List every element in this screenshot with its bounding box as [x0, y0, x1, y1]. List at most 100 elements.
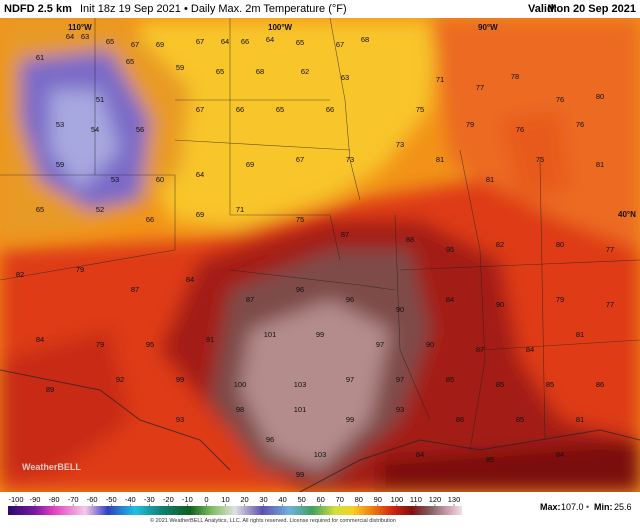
temperature-label: 88	[406, 235, 414, 244]
temperature-label: 67	[131, 40, 139, 49]
lat-label: 40°N	[618, 210, 636, 219]
temperature-label: 90	[396, 305, 404, 314]
lon-label: 110°W	[68, 23, 92, 32]
state-line	[539, 159, 546, 441]
temperature-label: 86	[456, 415, 464, 424]
valid-date: Mon 20 Sep 2021	[547, 3, 636, 15]
lon-label: 100°W	[268, 23, 293, 32]
temperature-label: 65	[276, 105, 284, 114]
stats: Max: 107.0 • Min: 25.6	[540, 502, 632, 512]
temperature-label: 85	[486, 455, 494, 464]
temperature-label: 84	[526, 345, 534, 354]
temperature-label: 71	[436, 75, 444, 84]
temperature-label: 75	[416, 105, 424, 114]
temperature-label: 67	[196, 105, 204, 114]
map: 110°W 100°W 90°W 40°N WeatherBELL 64 63 65…	[0, 18, 640, 492]
max-label: Max:	[540, 502, 561, 512]
colorbar-tick-label: 130	[448, 495, 461, 504]
title: NDFD 2.5 km	[4, 3, 72, 15]
temperature-label: 79	[556, 295, 564, 304]
temperature-label: 90	[426, 340, 434, 349]
temperature-label: 63	[81, 32, 89, 41]
header-bg	[0, 0, 640, 18]
temperature-label: 98	[236, 405, 244, 414]
temperature-label: 56	[136, 125, 144, 134]
temperature-label: 96	[346, 295, 354, 304]
temperature-label: 82	[16, 270, 24, 279]
separator: •	[586, 502, 589, 512]
temperature-label: 77	[606, 300, 614, 309]
colorbar-tick-label: 10	[221, 495, 229, 504]
min-value: 25.6	[614, 502, 632, 512]
colorbar-tick-label: 70	[336, 495, 344, 504]
temperature-label: 80	[596, 92, 604, 101]
temperature-label: 85	[496, 380, 504, 389]
temperature-label: 84	[36, 335, 44, 344]
temperature-label: 101	[294, 405, 307, 414]
temperature-label: 95	[446, 245, 454, 254]
temperature-label: 89	[46, 385, 54, 394]
temperature-label: 97	[396, 375, 404, 384]
temperature-label: 80	[556, 240, 564, 249]
temperature-label: 77	[606, 245, 614, 254]
temperature-label: 69	[246, 160, 254, 169]
lon-label: 90°W	[478, 23, 498, 32]
temperature-label: 82	[496, 240, 504, 249]
temperature-label: 103	[294, 380, 307, 389]
temperature-label: 54	[91, 125, 99, 134]
temperature-label: 69	[196, 210, 204, 219]
temperature-label: 103	[314, 450, 327, 459]
temperature-label: 51	[96, 95, 104, 104]
temperature-label: 84	[186, 275, 194, 284]
colorbar-tick-label: 40	[278, 495, 286, 504]
temperature-label: 93	[396, 405, 404, 414]
temperature-label: 64	[221, 37, 229, 46]
temperature-label: 79	[76, 265, 84, 274]
colorbar-tick-label: -100	[8, 495, 23, 504]
temperature-label: 61	[36, 53, 44, 62]
state-line	[399, 259, 640, 271]
temperature-label: 52	[96, 205, 104, 214]
temperature-label: 75	[536, 155, 544, 164]
temperature-label: 85	[516, 415, 524, 424]
temperature-label: 100	[234, 380, 247, 389]
temperature-label: 64	[266, 35, 274, 44]
temperature-label: 87	[246, 295, 254, 304]
temperature-label: 78	[511, 72, 519, 81]
temperature-label: 84	[446, 295, 454, 304]
temperature-label: 65	[106, 37, 114, 46]
temperature-label: 66	[326, 105, 334, 114]
temperature-label: 67	[296, 155, 304, 164]
temperature-label: 73	[396, 140, 404, 149]
temperature-label: 65	[296, 38, 304, 47]
colorbar-tick-label: -30	[144, 495, 155, 504]
colorbar-tick-label: -70	[68, 495, 79, 504]
temperature-label: 66	[146, 215, 154, 224]
temperature-label: 65	[216, 67, 224, 76]
temperature-label: 101	[264, 330, 277, 339]
state-line	[329, 18, 361, 201]
colorbar-tick-label: 100	[391, 495, 404, 504]
colorbar-tick-label: 90	[374, 495, 382, 504]
colorbar-tick-label: -80	[49, 495, 60, 504]
colorbar-tick-label: -20	[163, 495, 174, 504]
colorbar-tick-label: 0	[204, 495, 208, 504]
temperature-label: 64	[66, 32, 74, 41]
temperature-label: 95	[146, 340, 154, 349]
temperature-label: 62	[301, 67, 309, 76]
min-label: Min:	[594, 502, 613, 512]
max-value: 107.0	[561, 502, 584, 512]
colorbar-tick-label: -50	[106, 495, 117, 504]
state-line	[229, 18, 341, 261]
temperature-label: 99	[296, 470, 304, 479]
temperature-label: 96	[296, 285, 304, 294]
state-line	[174, 139, 351, 151]
temperature-label: 71	[236, 205, 244, 214]
colorbar-tick-label: 50	[297, 495, 305, 504]
temperature-label: 67	[336, 40, 344, 49]
temperature-label: 87	[341, 230, 349, 239]
borders	[0, 18, 640, 492]
temperature-label: 87	[476, 345, 484, 354]
temperature-label: 75	[296, 215, 304, 224]
